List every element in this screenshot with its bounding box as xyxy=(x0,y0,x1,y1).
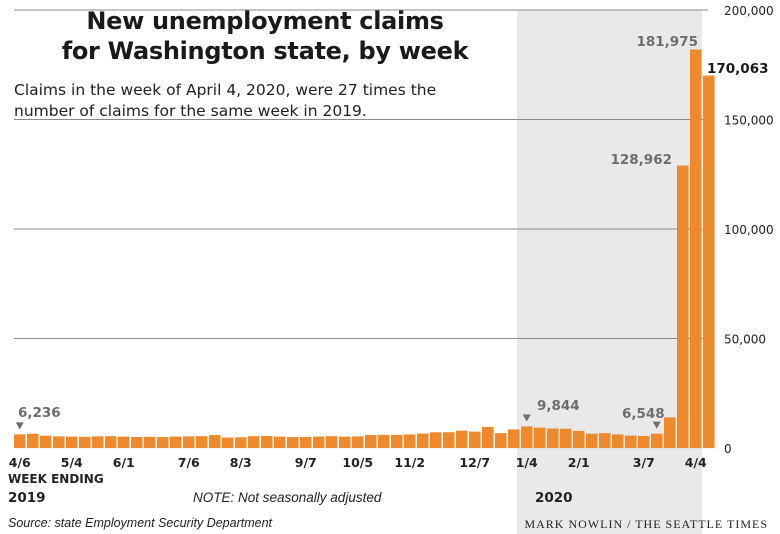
bar xyxy=(248,436,260,448)
bar xyxy=(40,435,52,448)
bar xyxy=(157,437,169,448)
x-tick-label: 6/1 xyxy=(113,455,135,470)
x-tick-label: 4/4 xyxy=(685,455,707,470)
chart-title: New unemployment claims for Washington s… xyxy=(60,6,470,66)
bar xyxy=(170,436,182,448)
bar xyxy=(66,436,78,448)
x-tick-label: 3/7 xyxy=(633,455,655,470)
bar xyxy=(274,436,286,448)
year-label-2020: 2020 xyxy=(535,490,573,506)
bar xyxy=(105,436,117,448)
bar xyxy=(378,434,390,448)
data-label: 170,063 xyxy=(707,61,769,77)
bar xyxy=(352,436,364,448)
pointer-icon xyxy=(522,414,531,422)
y-tick-label: 200,000 xyxy=(724,4,774,18)
adjustment-note: NOTE: Not seasonally adjusted xyxy=(193,490,382,505)
bar xyxy=(443,432,455,448)
data-label: 6,548 xyxy=(622,406,665,422)
bar xyxy=(651,433,663,448)
bar xyxy=(508,429,520,448)
bar xyxy=(456,430,468,448)
x-tick-label: 7/6 xyxy=(178,455,200,470)
data-label: 9,844 xyxy=(537,398,580,414)
bar xyxy=(118,436,130,448)
bar xyxy=(417,433,429,448)
bar xyxy=(261,435,273,448)
bar xyxy=(365,435,377,448)
x-tick-label: 4/6 xyxy=(9,455,31,470)
bar xyxy=(404,434,416,448)
bar xyxy=(703,75,715,449)
data-label: 128,962 xyxy=(611,152,673,168)
bar xyxy=(222,437,234,448)
bar xyxy=(599,433,611,448)
data-label: 181,975 xyxy=(637,34,699,50)
bar xyxy=(482,426,494,448)
bar xyxy=(430,432,442,448)
bar xyxy=(235,437,247,448)
bar xyxy=(79,436,91,448)
x-tick-label: 1/4 xyxy=(516,455,538,470)
bar xyxy=(664,417,676,448)
bar xyxy=(53,436,65,448)
bar xyxy=(209,435,221,448)
bar xyxy=(14,434,26,448)
x-tick-label: 10/5 xyxy=(342,455,373,470)
bar xyxy=(612,434,624,448)
bar xyxy=(326,436,338,448)
bar xyxy=(131,437,143,448)
bar xyxy=(586,433,598,448)
bar xyxy=(339,436,351,448)
y-tick-label: 100,000 xyxy=(724,223,774,237)
chart-title-line1: New unemployment claims xyxy=(86,7,444,35)
bar xyxy=(560,428,572,448)
pointer-icon xyxy=(15,422,24,430)
week-ending-label: WEEK ENDING xyxy=(8,472,104,486)
x-tick-label: 11/2 xyxy=(394,455,425,470)
bar xyxy=(391,434,403,448)
bar xyxy=(534,427,546,448)
bar xyxy=(313,436,325,448)
y-tick-label: 50,000 xyxy=(724,333,766,347)
pointer-icon xyxy=(652,421,661,429)
credit-line: MARK NOWLIN / THE SEATTLE TIMES xyxy=(524,517,768,531)
x-tick-label: 2/1 xyxy=(568,455,590,470)
bar xyxy=(638,435,650,448)
bar xyxy=(573,430,585,448)
x-tick-label: 8/3 xyxy=(230,455,252,470)
bar xyxy=(547,428,559,448)
y-tick-label: 0 xyxy=(724,442,732,456)
bar xyxy=(469,431,481,448)
x-tick-label: 12/7 xyxy=(459,455,490,470)
bar xyxy=(677,165,689,448)
chart-title-line2: for Washington state, by week xyxy=(61,37,469,65)
bar xyxy=(183,436,195,448)
data-label: 6,236 xyxy=(18,405,61,421)
bar xyxy=(92,436,104,448)
year-label-2019: 2019 xyxy=(8,490,46,506)
bar xyxy=(521,426,533,448)
y-tick-label: 150,000 xyxy=(724,114,774,128)
bar xyxy=(287,437,299,448)
shaded-region-2020 xyxy=(517,10,702,534)
bar xyxy=(300,437,312,448)
x-tick-label: 5/4 xyxy=(61,455,83,470)
bar xyxy=(495,433,507,448)
bar xyxy=(144,436,156,448)
bar xyxy=(27,433,39,448)
x-tick-label: 9/7 xyxy=(295,455,317,470)
bar xyxy=(690,49,702,448)
chart-subtitle: Claims in the week of April 4, 2020, wer… xyxy=(14,81,437,120)
bar xyxy=(196,436,208,448)
bar xyxy=(625,435,637,448)
source-note: Source: state Employment Security Depart… xyxy=(8,516,273,530)
